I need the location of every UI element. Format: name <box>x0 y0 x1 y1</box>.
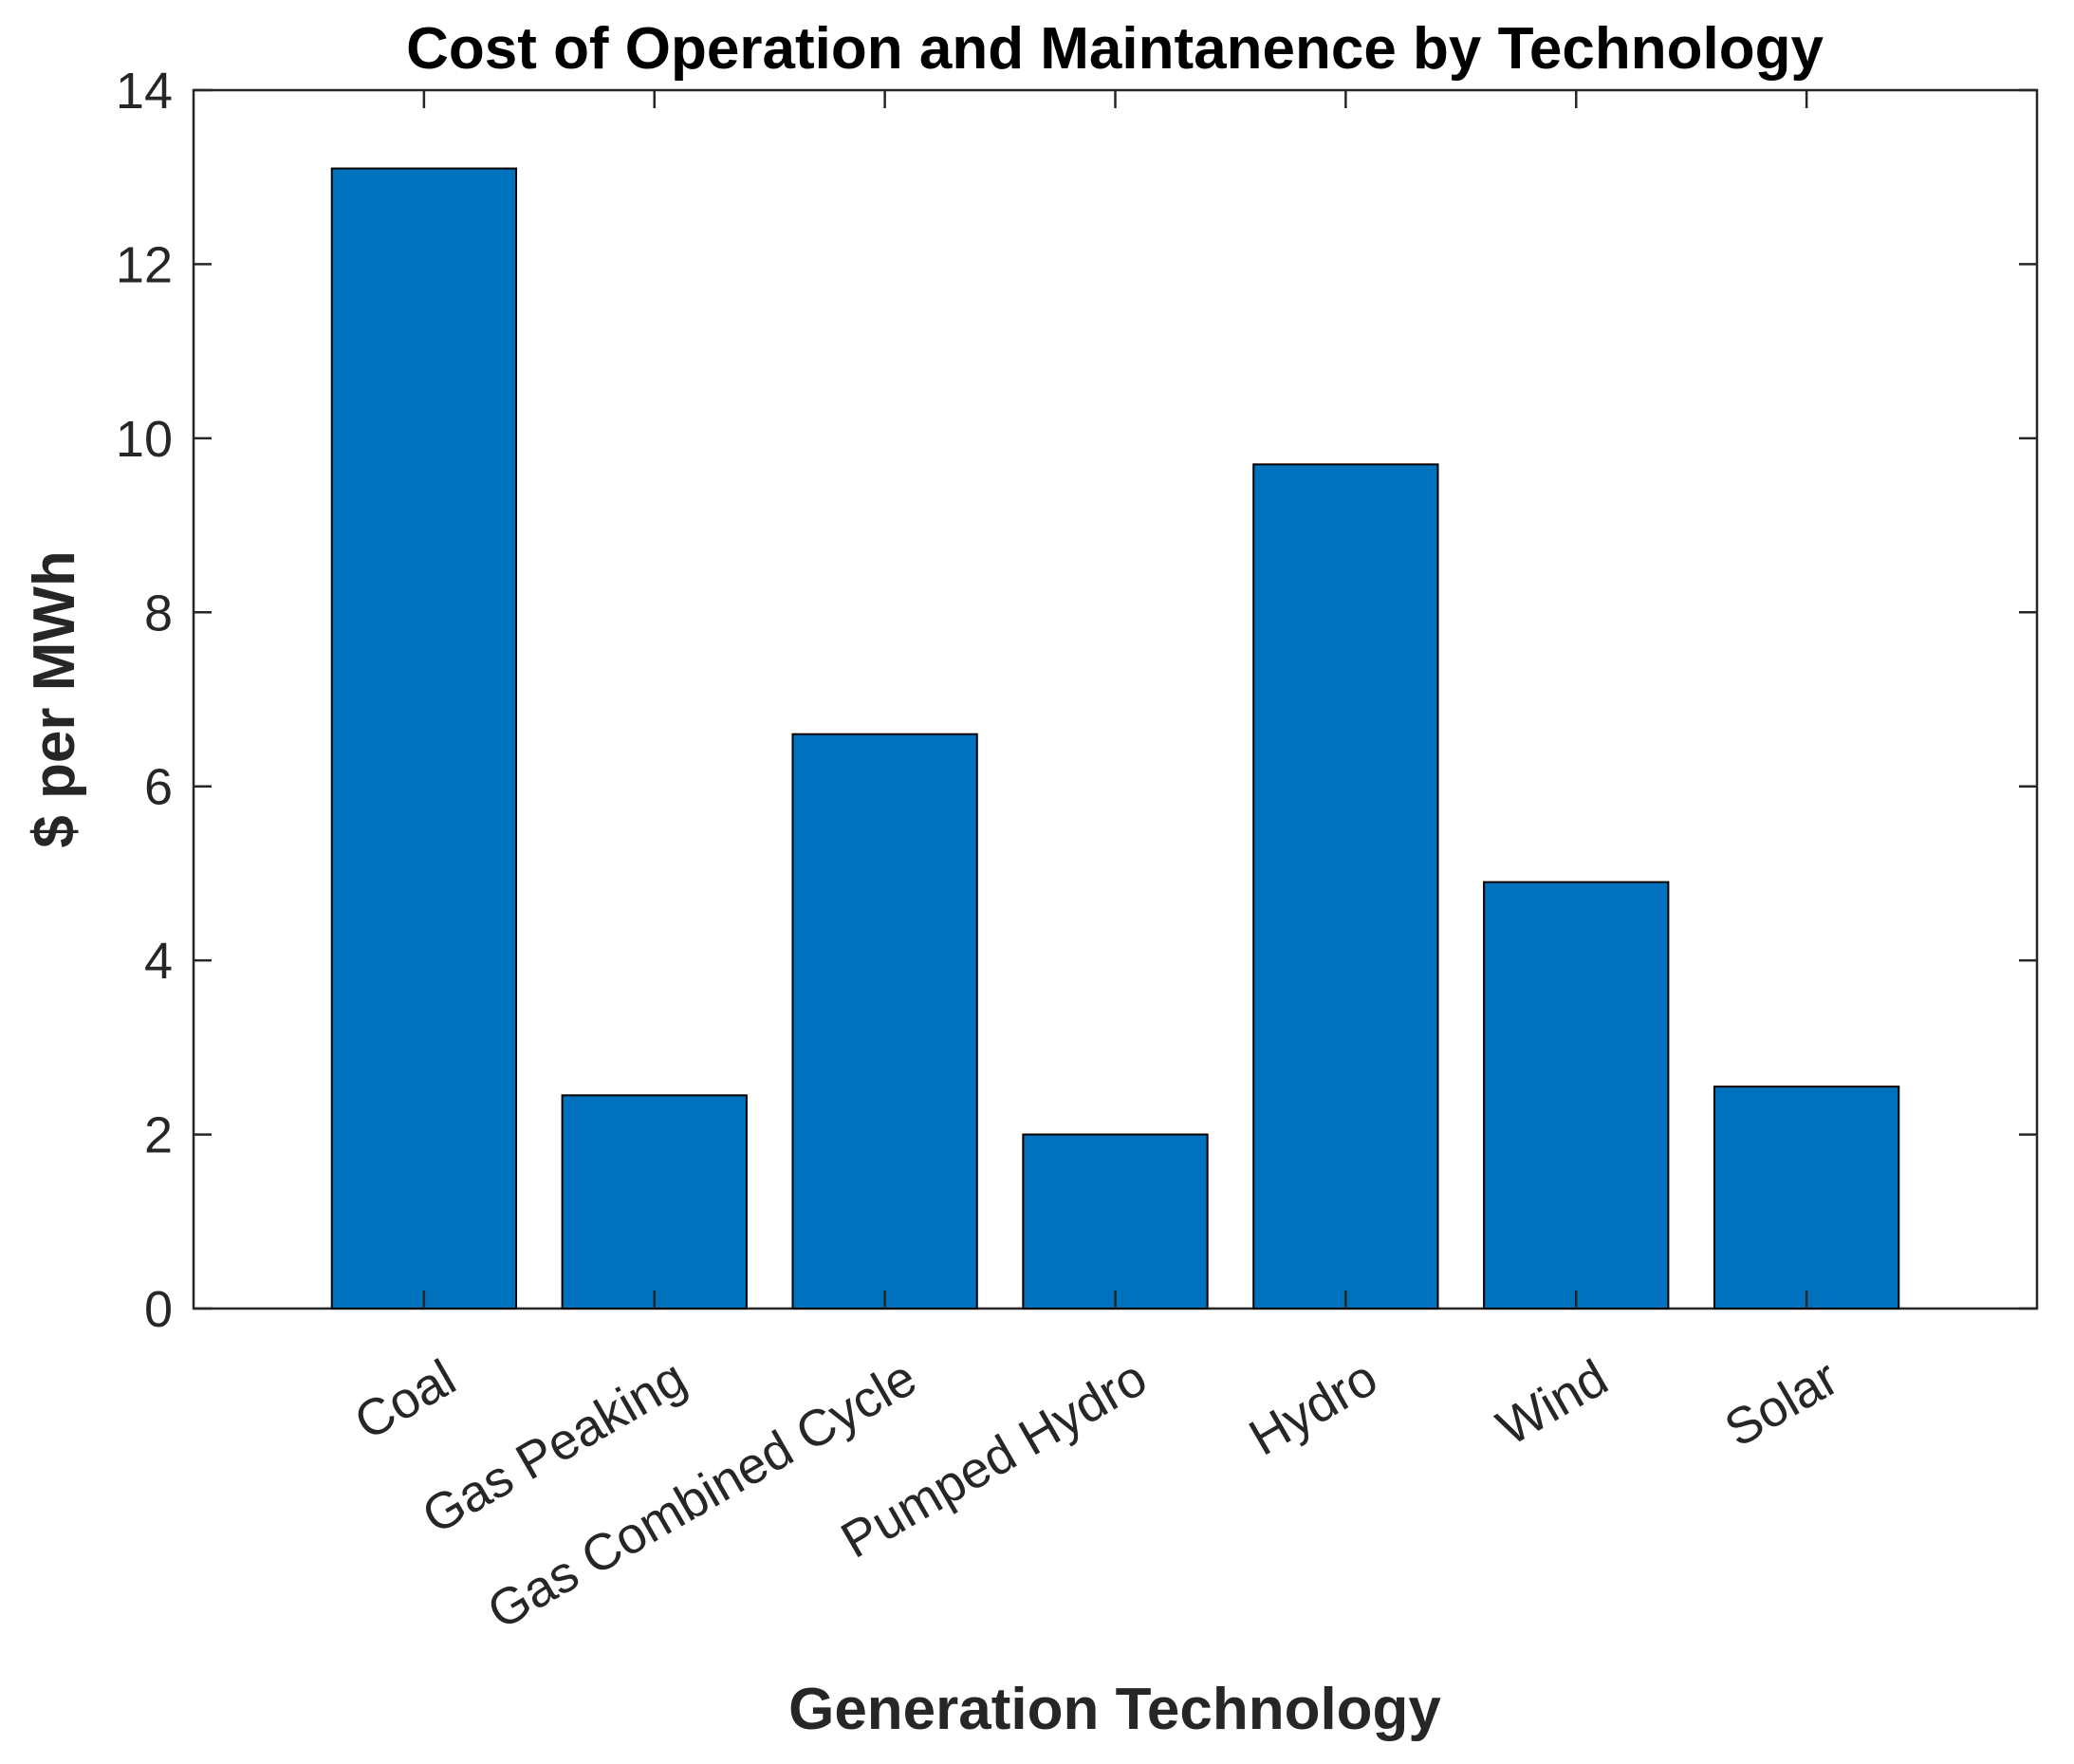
y-tick-label: 6 <box>144 759 173 816</box>
y-tick-label: 14 <box>116 63 173 120</box>
x-axis-label: Generation Technology <box>788 1677 1441 1742</box>
y-tick-label: 12 <box>116 236 173 293</box>
y-tick-label: 10 <box>116 411 173 468</box>
y-tick-label: 2 <box>144 1107 173 1164</box>
bar-gas-peaking <box>561 1094 748 1310</box>
chart-title: Cost of Operation and Maintanence by Tec… <box>406 16 1824 82</box>
bar-coal <box>330 167 518 1309</box>
bar-hydro <box>1252 463 1439 1309</box>
y-tick-label: 8 <box>144 585 173 641</box>
y-axis-label: $ per MWh <box>22 550 87 847</box>
bar-solar <box>1713 1086 1900 1309</box>
bar-gas-combined-cycle <box>791 733 978 1309</box>
y-tick-label: 0 <box>144 1281 173 1338</box>
bars-group <box>330 167 1900 1310</box>
bar-pumped-hydro <box>1022 1133 1209 1309</box>
y-axis-ticks: 0 2 4 6 8 10 12 14 <box>116 63 2037 1338</box>
y-tick-label: 4 <box>144 933 173 990</box>
bar-wind <box>1483 881 1670 1309</box>
